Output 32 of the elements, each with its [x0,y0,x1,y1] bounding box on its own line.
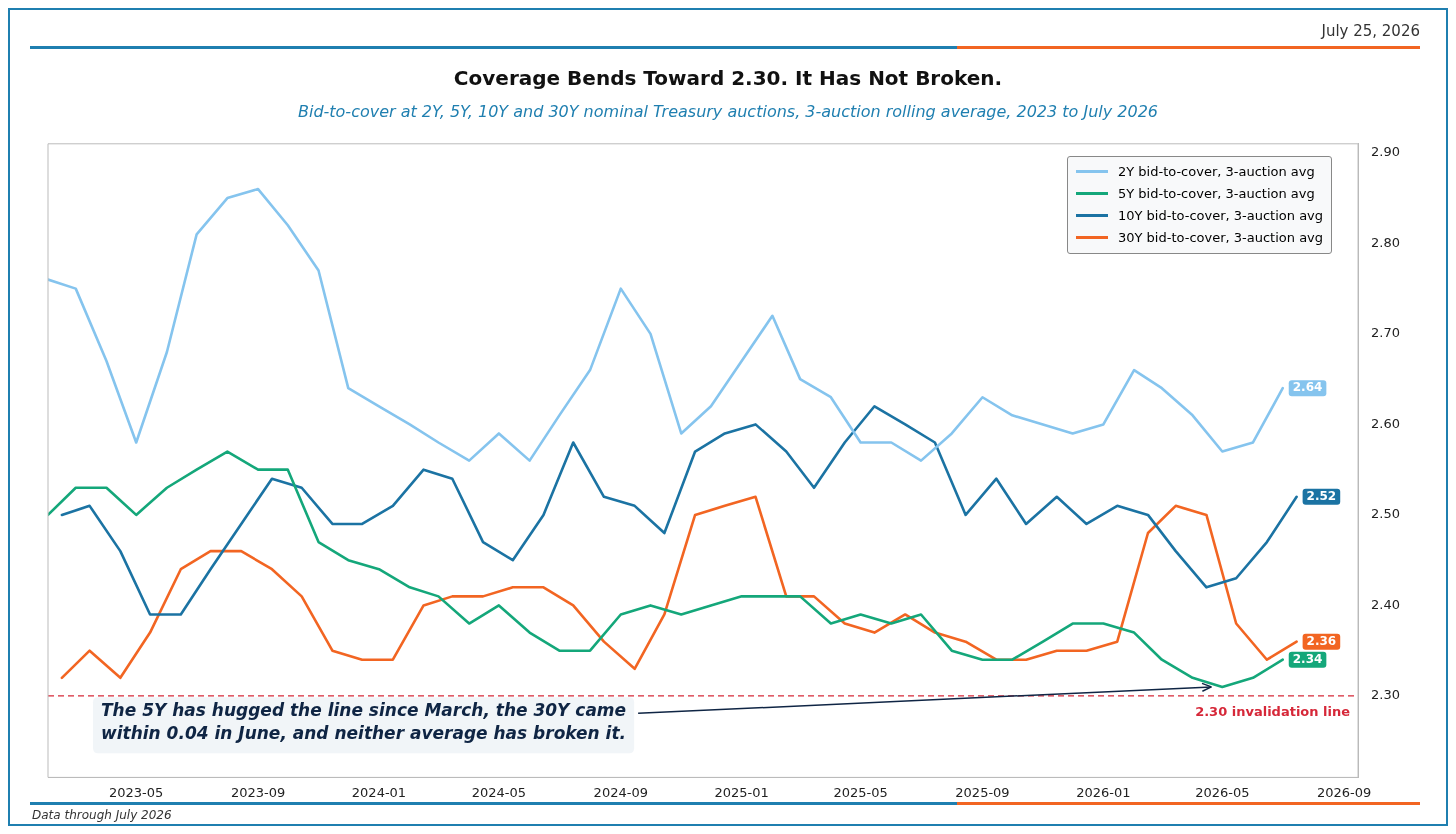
x-tick-label: 2024-09 [593,784,648,800]
text: July 25, 2026 [1321,22,1420,40]
x-tick-label: 2023-05 [109,784,164,800]
chart-title: Coverage Bends Toward 2.30. It Has Not Broken. [452,66,1004,90]
legend-label: 10Y bid-to-cover, 3-auction avg [1117,208,1324,224]
data-label: 2.36 [1306,633,1337,648]
y-tick-label: 2.80 [1371,234,1401,250]
y-tick-label: 2.30 [1371,687,1401,703]
x-tick-label: 2024-05 [471,784,527,800]
x-tick-label: 2025-09 [955,784,1010,800]
annotation: The 5Y has hugged the line since March, the 30Y came within 0.04 in June, and neither average has broken it. [101,700,627,744]
y-tick-label: 2.50 [1371,506,1401,522]
x-tick-label: 2026-09 [1317,784,1372,800]
y-tick-label: 2.90 [1371,144,1401,160]
data-label: 2.64 [1292,380,1323,395]
y-tick-label: 2.60 [1371,415,1401,431]
x-tick-label: 2026-01 [1076,784,1131,800]
y-tick-label: 2.40 [1371,596,1401,612]
x-tick-label: 2024-01 [351,784,407,800]
x-tick-label: 2025-01 [714,784,769,800]
ref-line-label: 2.30 invalidation line [1195,703,1351,719]
y-tick-label: 2.70 [1371,325,1401,341]
x-tick-label: 2023-09 [230,784,286,800]
legend-label: 2Y bid-to-cover, 3-auction avg [1117,164,1315,180]
text: Data through July 2026 [32,808,172,822]
data-label: 2.52 [1306,488,1337,503]
x-tick-label: 2025-05 [833,784,888,800]
legend-label: 5Y bid-to-cover, 3-auction avg [1117,186,1315,202]
data-label: 2.34 [1292,651,1323,666]
chart-subtitle: Bid-to-cover at 2Y, 5Y, 10Y and 30Y nominal Treasury auctions, 3-auction rolling average, 2023 to July 2026 [296,102,1160,121]
legend-label: 30Y bid-to-cover, 3-auction avg [1117,230,1324,246]
x-tick-label: 2026-05 [1195,784,1250,800]
